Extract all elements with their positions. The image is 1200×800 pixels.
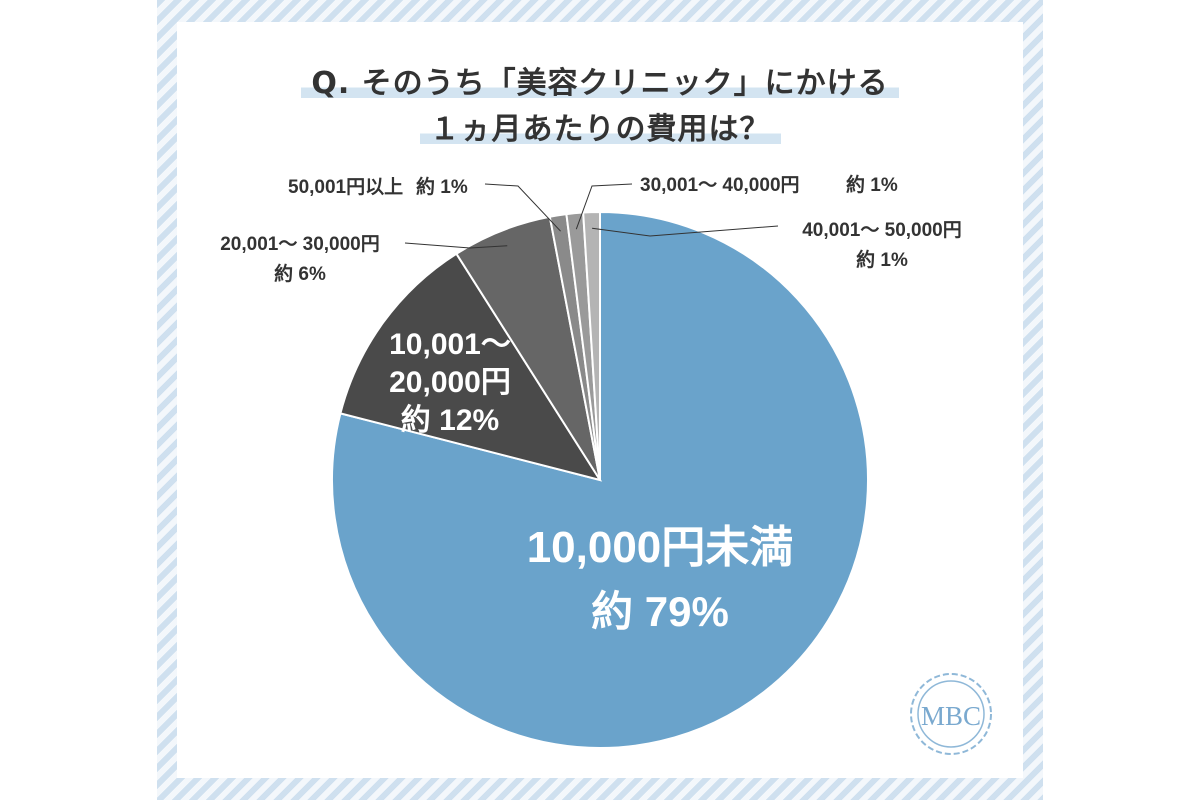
label-slice-5-pct: 約 1% — [856, 248, 908, 271]
label-slice-2-pct: 約 6% — [274, 262, 326, 285]
label-slice-1-pct: 約 12% — [401, 404, 499, 437]
leader-line-5 — [592, 225, 779, 237]
leader-line-4 — [575, 183, 633, 230]
title-line-1-text: Q. そのうち「美容クリニック」にかける — [301, 66, 899, 101]
label-slice-1-range-a: 10,001～ — [389, 328, 511, 361]
label-slice-4-pct: 約 1% — [846, 173, 898, 196]
pie-slice-1 — [339, 252, 603, 482]
label-slice-2-range: 20,001～ 30,000円 — [220, 234, 380, 255]
pie-slice-5 — [582, 210, 601, 481]
title-line-2-text: １ヵ月あたりの費用は？ — [419, 112, 781, 147]
leader-line-2 — [404, 242, 508, 249]
label-slice-4-range: 30,001～ 40,000円 — [640, 175, 800, 196]
label-slice-5-range: 40,001～ 50,000円 — [802, 220, 962, 241]
logo-text: MBC — [921, 701, 981, 731]
label-slice-3-range: 50,001円以上 — [288, 176, 403, 198]
label-slice-3-pct: 約 1% — [416, 175, 468, 198]
leader-line-3 — [484, 183, 561, 232]
title-line-2: １ヵ月あたりの費用は？ — [0, 104, 1200, 148]
mbc-logo: MBC — [910, 673, 992, 755]
label-slice-0-range: 10,000円未満 — [527, 523, 794, 572]
label-slice-0-pct: 約 79% — [591, 588, 729, 635]
label-slice-1-range-b: 20,000円 — [389, 366, 511, 399]
title-line-1: Q. そのうち「美容クリニック」にかける — [0, 58, 1200, 102]
